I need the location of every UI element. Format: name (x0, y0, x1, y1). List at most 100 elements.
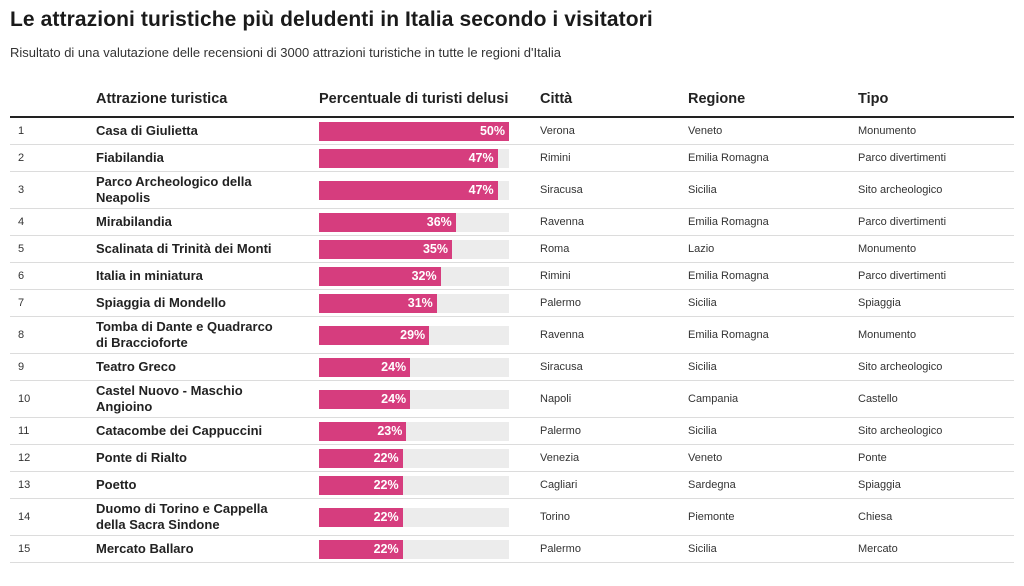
bar-mark: 32% (319, 266, 441, 286)
bar-track: 24% (319, 389, 509, 409)
bar-mark: 47% (319, 148, 498, 168)
table-row: 15 Mercato Ballaro 22% Palermo Sicilia Mercat… (10, 536, 1014, 563)
percent-cell: 22% (319, 445, 509, 471)
attraction-name-cell: Duomo di Torino e Cappella della Sacra S… (96, 501, 268, 532)
region-cell: Veneto (688, 452, 723, 464)
city-cell: Verona (540, 125, 575, 137)
attraction-name-cell: Teatro Greco (96, 359, 176, 374)
bar-mark: 31% (319, 293, 437, 313)
table-row: 10 Castel Nuovo - Maschio Angioino 24% Napo… (10, 381, 1014, 418)
rank-cell: 13 (18, 479, 31, 491)
rank-cell: 12 (18, 452, 31, 464)
city-cell: Ravenna (540, 216, 585, 228)
percent-cell: 47% (319, 145, 509, 171)
rank-cell: 10 (18, 393, 31, 405)
region-cell: Veneto (688, 125, 723, 137)
type-cell: Mercato (858, 543, 898, 555)
type-cell: Chiesa (858, 511, 893, 523)
bar-track: 22% (319, 539, 509, 559)
table-row: 7 Spiaggia di Mondello 31% Palermo Sicilia Sp… (10, 290, 1014, 317)
city-cell: Napoli (540, 393, 572, 405)
table-row: 1 Casa di Giulietta 50% Verona Veneto Monumen… (10, 118, 1014, 145)
rank-cell: 8 (18, 329, 25, 341)
table-row: 4 Mirabilandia 36% Ravenna Emilia Romagna Par… (10, 209, 1014, 236)
region-cell: Emilia Romagna (688, 216, 769, 228)
attraction-name-cell: Mercato Ballaro (96, 541, 194, 556)
city-cell: Venezia (540, 452, 580, 464)
bar-mark: 36% (319, 212, 456, 232)
region-cell: Emilia Romagna (688, 152, 769, 164)
percent-cell: 47% (319, 172, 509, 208)
percent-cell: 22% (319, 472, 509, 498)
region-cell: Sicilia (688, 425, 717, 437)
region-cell: Emilia Romagna (688, 270, 769, 282)
city-cell: Siracusa (540, 184, 583, 196)
type-cell: Sito archeologico (858, 361, 943, 373)
rank-cell: 2 (18, 152, 25, 164)
bar-track: 50% (319, 121, 509, 141)
chart-title: Le attrazioni turistiche più deludenti i… (10, 8, 653, 31)
percent-cell: 22% (319, 499, 509, 535)
table-row: 8 Tomba di Dante e Quadrarco di Bracciofo… (10, 317, 1014, 354)
percent-cell: 32% (319, 263, 509, 289)
percent-cell: 35% (319, 236, 509, 262)
header-percent: Percentuale di turisti delusi (319, 91, 509, 107)
bar-mark: 50% (319, 121, 509, 141)
rank-cell: 3 (18, 184, 25, 196)
region-cell: Piemonte (688, 511, 735, 523)
bar-track: 31% (319, 293, 509, 313)
attraction-name-cell: Tomba di Dante e Quadrarco di Bracciofor… (96, 319, 273, 350)
percent-cell: 24% (319, 381, 509, 417)
attraction-name-cell: Ponte di Rialto (96, 450, 187, 465)
table-row: 3 Parco Archeologico della Neapolis 47% Sir… (10, 172, 1014, 209)
bar-mark: 23% (319, 421, 407, 441)
attraction-name-cell: Mirabilandia (96, 214, 172, 229)
percent-cell: 36% (319, 209, 509, 235)
region-cell: Sicilia (688, 184, 717, 196)
rank-cell: 5 (18, 243, 25, 255)
rank-cell: 15 (18, 543, 31, 555)
type-cell: Sito archeologico (858, 184, 943, 196)
bar-mark: 22% (319, 539, 403, 559)
table-row: 11 Catacombe dei Cappuccini 23% Palermo Sici… (10, 418, 1014, 445)
city-cell: Palermo (540, 297, 581, 309)
bar-mark: 24% (319, 389, 411, 409)
percent-cell: 50% (319, 118, 509, 144)
type-cell: Spiaggia (858, 297, 901, 309)
type-cell: Monumento (858, 125, 917, 137)
table-row: 5 Scalinata di Trinità dei Monti 35% Roma La… (10, 236, 1014, 263)
rank-cell: 11 (18, 425, 30, 437)
bar-mark: 22% (319, 475, 403, 495)
region-cell: Sicilia (688, 543, 717, 555)
city-cell: Roma (540, 243, 570, 255)
bar-track: 35% (319, 239, 509, 259)
region-cell: Campania (688, 393, 739, 405)
city-cell: Ravenna (540, 329, 585, 341)
bar-track: 24% (319, 357, 509, 377)
type-cell: Parco divertimenti (858, 216, 947, 228)
chart-subtitle: Risultato di una valutazione delle recen… (10, 45, 561, 60)
bar-track: 47% (319, 180, 509, 200)
bar-mark: 29% (319, 325, 430, 345)
type-cell: Castello (858, 393, 898, 405)
bar-mark: 22% (319, 448, 403, 468)
table-row: 9 Teatro Greco 24% Siracusa Sicilia Sito arch… (10, 354, 1014, 381)
header-region: Regione (688, 91, 746, 107)
attraction-name-cell: Casa di Giulietta (96, 123, 198, 138)
region-cell: Sicilia (688, 361, 717, 373)
attraction-name-cell: Fiabilandia (96, 150, 164, 165)
attraction-name-cell: Castel Nuovo - Maschio Angioino (96, 383, 243, 414)
region-cell: Sicilia (688, 297, 717, 309)
percent-cell: 23% (319, 418, 509, 444)
table-row: 12 Ponte di Rialto 22% Venezia Veneto Ponte (10, 445, 1014, 472)
attraction-name-cell: Parco Archeologico della Neapolis (96, 174, 252, 205)
bar-track: 22% (319, 507, 509, 527)
table-row: 2 Fiabilandia 47% Rimini Emilia Romagna Parco… (10, 145, 1014, 172)
city-cell: Rimini (540, 152, 571, 164)
rank-cell: 1 (18, 125, 25, 137)
bar-track: 32% (319, 266, 509, 286)
region-cell: Emilia Romagna (688, 329, 769, 341)
rank-cell: 4 (18, 216, 25, 228)
bar-mark: 47% (319, 180, 498, 200)
type-cell: Sito archeologico (858, 425, 943, 437)
